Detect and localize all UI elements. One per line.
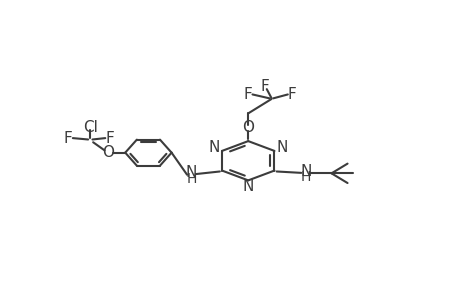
Text: F: F xyxy=(287,87,296,102)
Text: N: N xyxy=(185,165,197,180)
Text: F: F xyxy=(105,130,114,146)
Text: F: F xyxy=(243,87,252,102)
Text: F: F xyxy=(260,79,269,94)
Text: N: N xyxy=(242,179,253,194)
Text: O: O xyxy=(102,145,114,160)
Text: O: O xyxy=(242,120,254,135)
Text: Cl: Cl xyxy=(83,120,97,135)
Text: F: F xyxy=(64,130,73,146)
Text: N: N xyxy=(300,164,311,178)
Text: H: H xyxy=(186,172,196,186)
Text: N: N xyxy=(276,140,287,155)
Text: H: H xyxy=(300,170,310,184)
Text: N: N xyxy=(208,140,219,155)
